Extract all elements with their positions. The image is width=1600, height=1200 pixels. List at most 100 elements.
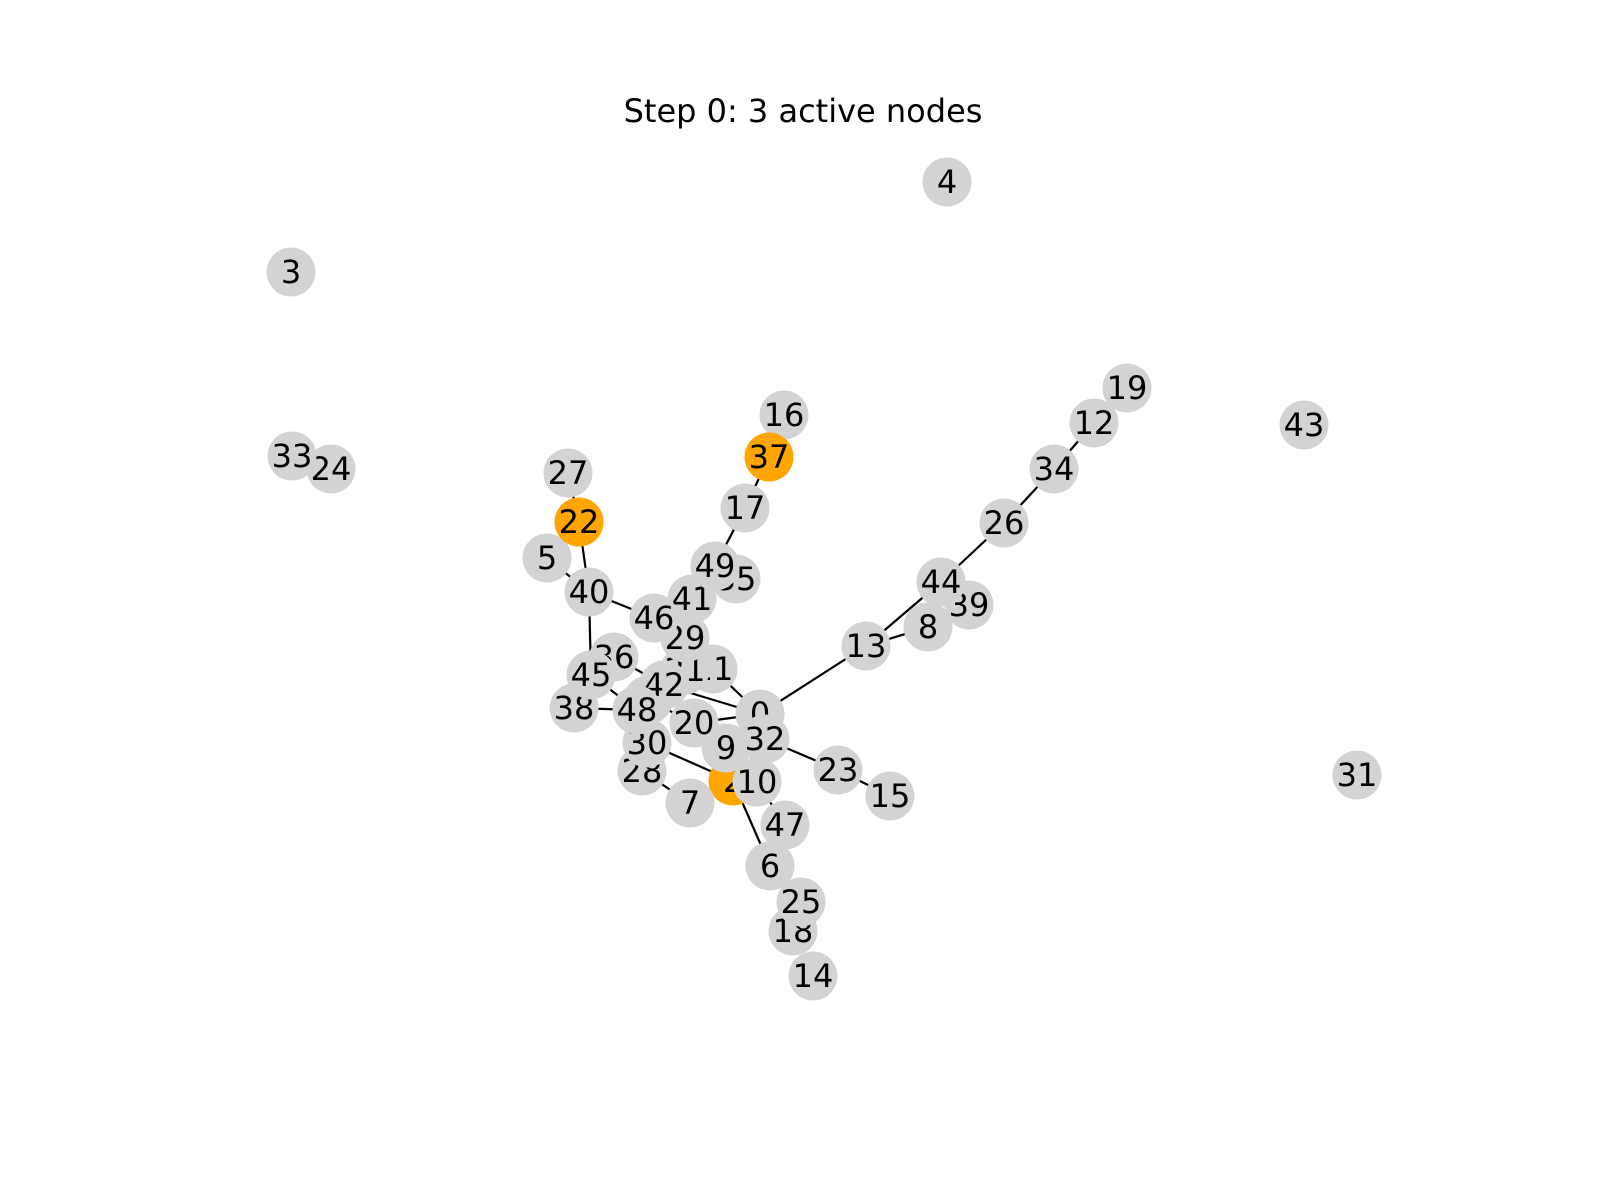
node-label-13: 13 (846, 627, 887, 665)
node-label-19: 19 (1107, 369, 1148, 407)
node-12: 12 (1069, 398, 1119, 448)
node-label-34: 34 (1034, 450, 1075, 488)
node-label-5: 5 (537, 539, 557, 577)
node-label-4: 4 (937, 163, 957, 201)
node-circle-6 (745, 841, 795, 891)
node-31: 31 (1332, 750, 1382, 800)
node-7: 7 (665, 778, 715, 828)
node-27: 27 (543, 448, 593, 498)
node-label-23: 23 (818, 751, 859, 789)
node-label-46: 46 (634, 599, 675, 637)
node-label-27: 27 (548, 454, 589, 492)
node-label-3: 3 (281, 253, 301, 291)
node-4: 4 (922, 157, 972, 207)
node-label-24: 24 (311, 450, 352, 488)
node-16: 16 (759, 390, 809, 440)
node-circle-23 (813, 745, 863, 795)
node-circle-44 (916, 557, 966, 607)
node-circle-45 (566, 650, 616, 700)
node-circle-13 (841, 621, 891, 671)
node-circle-47 (760, 800, 810, 850)
node-45: 45 (566, 650, 616, 700)
node-label-17: 17 (725, 489, 766, 527)
node-17: 17 (720, 483, 770, 533)
node-circle-14 (788, 951, 838, 1001)
node-label-14: 14 (793, 957, 834, 995)
node-32: 32 (740, 714, 790, 764)
node-20: 20 (669, 698, 719, 748)
node-circle-3 (266, 247, 316, 297)
node-circle-43 (1279, 400, 1329, 450)
node-label-47: 47 (765, 806, 806, 844)
node-label-16: 16 (764, 396, 805, 434)
node-label-12: 12 (1074, 404, 1115, 442)
node-circle-49 (690, 541, 740, 591)
node-48: 48 (612, 685, 662, 735)
node-13: 13 (841, 621, 891, 671)
node-label-45: 45 (571, 656, 612, 694)
node-label-25: 25 (781, 883, 822, 921)
node-42: 42 (639, 660, 689, 710)
graph-title: Step 0: 3 active nodes (624, 92, 983, 130)
node-circle-37 (744, 432, 794, 482)
node-label-26: 26 (984, 504, 1025, 542)
node-circle-27 (543, 448, 593, 498)
node-circle-32 (740, 714, 790, 764)
node-circle-20 (669, 698, 719, 748)
node-layer: 0123456789101112131415161718192021222324… (266, 157, 1382, 1001)
node-circle-31 (1332, 750, 1382, 800)
node-circle-33 (267, 431, 317, 481)
node-label-33: 33 (272, 437, 313, 475)
node-24: 24 (306, 444, 356, 494)
node-label-32: 32 (745, 720, 786, 758)
node-label-20: 20 (674, 704, 715, 742)
node-44: 44 (916, 557, 966, 607)
node-26: 26 (979, 498, 1029, 548)
node-circle-19 (1102, 363, 1152, 413)
node-3: 3 (266, 247, 316, 297)
node-49: 49 (690, 541, 740, 591)
node-circle-40 (564, 567, 614, 617)
node-5: 5 (522, 533, 572, 583)
node-circle-24 (306, 444, 356, 494)
node-23: 23 (813, 745, 863, 795)
node-40: 40 (564, 567, 614, 617)
node-circle-8 (903, 602, 953, 652)
node-label-37: 37 (749, 438, 790, 476)
node-circle-10 (732, 757, 782, 807)
node-37: 37 (744, 432, 794, 482)
node-label-7: 7 (680, 784, 700, 822)
node-label-10: 10 (737, 763, 778, 801)
node-label-22: 22 (559, 503, 600, 541)
node-circle-16 (759, 390, 809, 440)
node-circle-5 (522, 533, 572, 583)
node-circle-25 (776, 877, 826, 927)
node-label-48: 48 (617, 691, 658, 729)
node-label-43: 43 (1284, 406, 1325, 444)
node-circle-4 (922, 157, 972, 207)
node-22: 22 (554, 497, 604, 547)
node-circle-7 (665, 778, 715, 828)
node-33: 33 (267, 431, 317, 481)
node-10: 10 (732, 757, 782, 807)
node-8: 8 (903, 602, 953, 652)
node-46: 46 (629, 593, 679, 643)
node-label-15: 15 (870, 777, 911, 815)
node-43: 43 (1279, 400, 1329, 450)
node-circle-46 (629, 593, 679, 643)
node-circle-15 (865, 771, 915, 821)
node-circle-12 (1069, 398, 1119, 448)
node-label-9: 9 (716, 729, 736, 767)
node-47: 47 (760, 800, 810, 850)
node-circle-34 (1029, 444, 1079, 494)
node-6: 6 (745, 841, 795, 891)
node-15: 15 (865, 771, 915, 821)
node-label-40: 40 (569, 573, 610, 611)
node-19: 19 (1102, 363, 1152, 413)
node-label-6: 6 (760, 847, 780, 885)
node-circle-26 (979, 498, 1029, 548)
node-circle-17 (720, 483, 770, 533)
node-34: 34 (1029, 444, 1079, 494)
